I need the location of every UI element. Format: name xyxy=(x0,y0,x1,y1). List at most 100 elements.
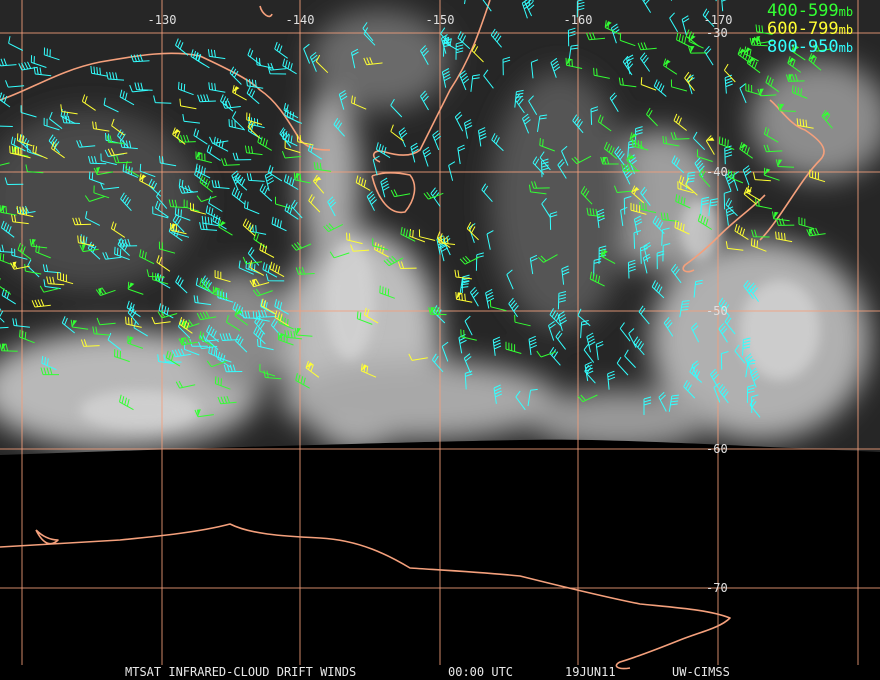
wind-barb xyxy=(457,31,471,50)
wind-barb xyxy=(231,187,246,205)
wind-barb xyxy=(440,27,452,47)
wind-barb xyxy=(77,235,95,247)
footer: MTSAT INFRARED-CLOUD DRIFT WINDS 00:00 UT… xyxy=(125,665,730,679)
footer-source: UW-CIMSS xyxy=(672,665,730,679)
wind-barb xyxy=(0,92,11,108)
wind-barb xyxy=(333,118,345,137)
wind-barb xyxy=(676,32,692,48)
wind-barb xyxy=(241,310,260,319)
wind-barb xyxy=(234,172,248,191)
wind-barb xyxy=(639,201,657,214)
wind-barb xyxy=(539,138,555,152)
wind-barb xyxy=(410,142,419,163)
wind-pennant xyxy=(294,173,301,180)
wind-barb xyxy=(584,361,594,382)
wind-barb xyxy=(114,246,130,261)
wind-barb xyxy=(765,75,780,93)
wind-barb xyxy=(390,124,404,142)
wind-barb xyxy=(48,134,60,154)
wind-barb xyxy=(0,278,12,295)
legend-label: 400-599 xyxy=(767,1,839,21)
wind-barb xyxy=(375,142,391,159)
wind-barb xyxy=(684,71,695,92)
wind-barb xyxy=(561,145,569,166)
wind-barb xyxy=(12,318,30,328)
wind-barb xyxy=(84,195,105,202)
wind-barb xyxy=(41,355,57,371)
wind-barb xyxy=(459,255,480,265)
wind-barb xyxy=(658,391,667,412)
wind-barb xyxy=(485,288,495,309)
wind-barb xyxy=(20,105,37,118)
wind-barb xyxy=(633,215,643,236)
wind-pennant xyxy=(822,111,830,117)
wind-barb xyxy=(242,256,263,265)
wind-barb xyxy=(14,146,31,159)
wind-barb xyxy=(643,396,652,415)
wind-barb xyxy=(492,336,502,356)
wind-barb xyxy=(327,196,337,217)
wind-barb xyxy=(537,114,548,132)
wind-barb xyxy=(223,364,243,373)
wind-barb xyxy=(208,345,224,361)
wind-barb xyxy=(32,145,48,160)
wind-barb xyxy=(671,155,685,174)
wind-pennant xyxy=(232,86,240,93)
wind-barb xyxy=(372,155,380,176)
wind-pennant xyxy=(128,282,135,290)
wind-barb xyxy=(80,339,100,347)
wind-barb xyxy=(436,231,451,249)
wind-barb xyxy=(775,159,795,168)
wind-barb xyxy=(16,205,36,215)
wind-pennant xyxy=(170,223,177,231)
wind-barb xyxy=(25,164,44,174)
wind-barb xyxy=(253,326,266,345)
wind-barb xyxy=(178,185,198,194)
wind-pennant xyxy=(808,228,813,236)
wind-barb xyxy=(220,94,234,112)
wind-barb xyxy=(718,384,729,404)
wind-barb xyxy=(610,23,620,44)
wind-pennant xyxy=(180,337,185,345)
wind-barb xyxy=(27,259,40,278)
wind-pennant xyxy=(172,128,181,135)
wind-barb xyxy=(633,336,645,356)
longitude-label: -130 xyxy=(148,13,177,27)
wind-barb xyxy=(627,259,636,279)
wind-barb xyxy=(725,197,738,217)
wind-barb xyxy=(190,49,205,66)
wind-barb xyxy=(675,194,691,209)
wind-pennant xyxy=(601,249,608,257)
wind-barb xyxy=(257,338,274,351)
wind-barb xyxy=(309,52,319,72)
wind-barb xyxy=(269,261,285,278)
wind-barb xyxy=(668,394,680,412)
wind-barb xyxy=(30,55,47,68)
wind-barb xyxy=(221,158,240,166)
wind-barb xyxy=(195,163,211,179)
wind-barb xyxy=(590,106,599,125)
wind-barb xyxy=(247,48,262,66)
wind-barb xyxy=(278,315,294,330)
wind-barb xyxy=(530,59,539,79)
wind-barb xyxy=(750,238,767,252)
wind-barb xyxy=(286,109,303,124)
wind-barb xyxy=(661,227,670,246)
wind-barb xyxy=(117,129,129,148)
wind-barb xyxy=(110,221,126,238)
wind-barb xyxy=(43,47,60,61)
wind-barb xyxy=(106,71,125,81)
wind-barb xyxy=(46,276,65,286)
wind-barb xyxy=(458,333,467,354)
legend-label: 600-799 xyxy=(767,19,839,39)
wind-barb xyxy=(528,335,537,356)
wind-pennant xyxy=(196,151,202,159)
wind-barb xyxy=(616,356,629,376)
wind-barb xyxy=(514,93,525,114)
wind-barb xyxy=(246,86,260,105)
wind-barb xyxy=(271,216,287,232)
wind-barb xyxy=(390,98,403,118)
wind-barb xyxy=(408,353,428,361)
wind-barb xyxy=(685,177,698,196)
